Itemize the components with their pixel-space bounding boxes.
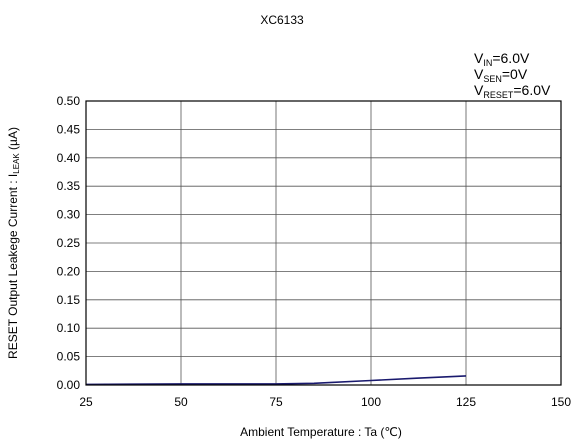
series-layer [85,375,467,386]
series-line [85,375,467,386]
x-tick-label: 25 [79,395,93,409]
y-tick-labels: 0.00 0.05 0.10 0.15 0.20 0.25 0.30 0.35 0.40 0.45… [57,94,81,392]
y-tick-label: 0.25 [57,236,81,250]
y-axis-label-sub: LEAK [12,153,21,174]
x-tick-label: 125 [456,395,476,409]
y-tick-label: 0.20 [57,264,81,278]
plot-frame [85,100,562,386]
y-tick-label: 0.45 [57,122,81,136]
x-tick-label: 150 [551,395,571,409]
y-tick-label: 0.30 [57,208,81,222]
y-tick-label: 0.00 [57,378,81,392]
condition-label: VRESET=6.0V [474,82,551,100]
chart-title: XC6133 [260,13,304,27]
y-tick-label: 0.40 [57,151,81,165]
y-axis-label: RESET Output Leakege Current : ILEAK (µA… [6,127,21,359]
x-tick-label: 75 [269,395,283,409]
y-tick-label: 0.35 [57,179,81,193]
y-tick-label: 0.05 [57,350,81,364]
condition-label: VIN=6.0V [474,50,530,68]
y-tick-label: 0.15 [57,293,81,307]
y-tick-label: 0.50 [57,94,81,108]
y-tick-label: 0.10 [57,321,81,335]
y-axis-label-text: RESET Output Leakege Current : I [6,174,20,359]
x-axis-label: Ambient Temperature : Ta (℃) [240,425,402,439]
condition-label: VSEN=0V [474,66,528,84]
x-tick-label: 50 [174,395,188,409]
x-tick-labels: 25 50 75 100 125 150 [79,395,571,409]
y-axis-label-unit: (µA) [6,127,20,153]
x-tick-label: 100 [361,395,381,409]
